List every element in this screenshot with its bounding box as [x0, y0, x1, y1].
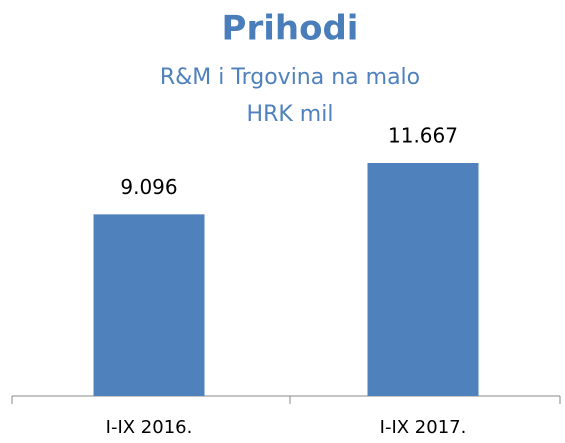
- bar: [367, 163, 479, 396]
- chart-title: Prihodi: [222, 9, 359, 49]
- chart-subtitle: R&M i Trgovina na malo: [160, 65, 420, 90]
- value-label: 11.667: [388, 124, 458, 148]
- value-label: 9.096: [120, 175, 177, 199]
- chart-subtitle: HRK mil: [247, 102, 334, 127]
- x-tick-label: I-IX 2016.: [106, 417, 193, 438]
- x-tick-label: I-IX 2017.: [380, 417, 467, 438]
- bar: [93, 214, 205, 396]
